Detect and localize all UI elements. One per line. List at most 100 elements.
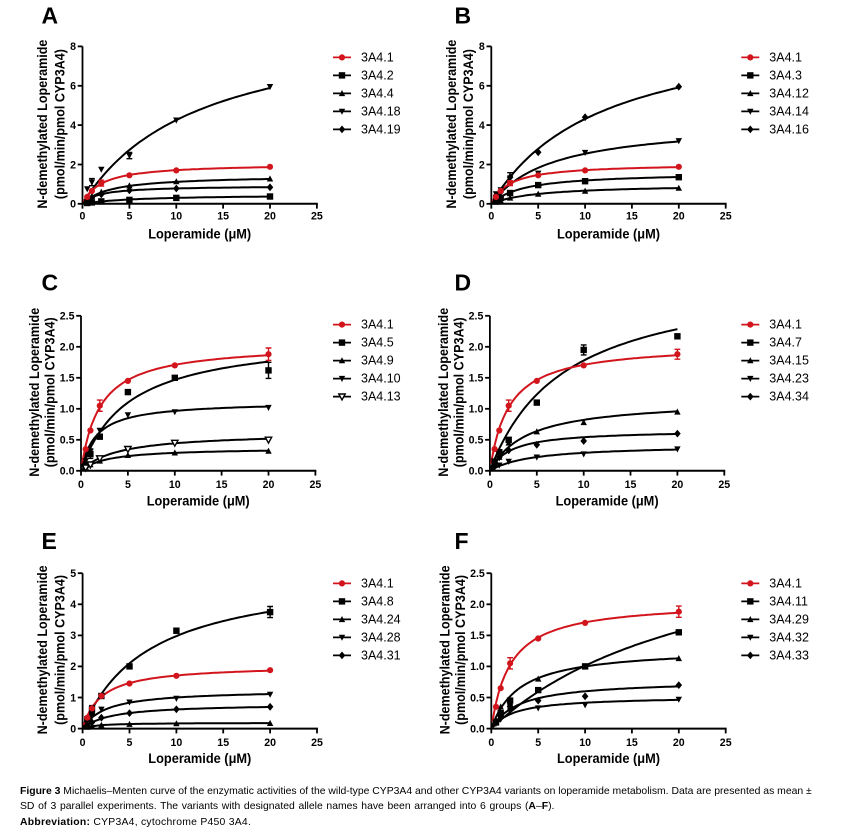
svg-text:25: 25 bbox=[310, 479, 322, 491]
svg-text:15: 15 bbox=[625, 479, 637, 491]
svg-text:3A4.13: 3A4.13 bbox=[361, 390, 401, 404]
svg-text:1.0: 1.0 bbox=[60, 404, 75, 416]
svg-text:(pmol/min/pmol CYP3A4): (pmol/min/pmol CYP3A4) bbox=[460, 49, 476, 199]
svg-text:Loperamide (μM): Loperamide (μM) bbox=[148, 750, 251, 766]
svg-text:3A4.1: 3A4.1 bbox=[769, 318, 802, 332]
svg-text:3: 3 bbox=[70, 630, 76, 642]
svg-text:Loperamide (μM): Loperamide (μM) bbox=[557, 225, 660, 241]
svg-text:N-demethylated Loperamide: N-demethylated Loperamide bbox=[34, 39, 50, 208]
svg-text:N-demethylated Loperamide: N-demethylated Loperamide bbox=[443, 39, 459, 208]
svg-text:0.5: 0.5 bbox=[470, 692, 485, 704]
svg-text:1: 1 bbox=[70, 692, 76, 704]
svg-text:3A4.12: 3A4.12 bbox=[769, 86, 809, 100]
svg-text:0: 0 bbox=[80, 737, 86, 749]
svg-text:8: 8 bbox=[70, 41, 76, 53]
svg-text:25: 25 bbox=[311, 211, 323, 223]
svg-text:0.5: 0.5 bbox=[469, 435, 484, 447]
svg-text:(pmol/min/pmol CYP3A4): (pmol/min/pmol CYP3A4) bbox=[42, 317, 58, 467]
svg-text:5: 5 bbox=[125, 479, 131, 491]
svg-text:15: 15 bbox=[217, 737, 229, 749]
svg-text:(pmol/min/pmol CYP3A4): (pmol/min/pmol CYP3A4) bbox=[51, 49, 67, 199]
svg-text:20: 20 bbox=[672, 479, 684, 491]
svg-text:N-demethylated Loperamide: N-demethylated Loperamide bbox=[26, 308, 42, 477]
svg-text:0: 0 bbox=[78, 479, 84, 491]
svg-text:Loperamide (μM): Loperamide (μM) bbox=[147, 492, 250, 508]
svg-text:15: 15 bbox=[217, 211, 229, 223]
svg-text:3A4.3: 3A4.3 bbox=[769, 68, 802, 82]
svg-text:2: 2 bbox=[70, 661, 76, 673]
svg-text:25: 25 bbox=[311, 737, 323, 749]
svg-text:0.5: 0.5 bbox=[60, 435, 75, 447]
svg-text:10: 10 bbox=[170, 211, 182, 223]
svg-text:(pmol/min/pmol CYP3A4): (pmol/min/pmol CYP3A4) bbox=[452, 575, 468, 725]
svg-text:3A4.1: 3A4.1 bbox=[361, 576, 394, 590]
svg-text:20: 20 bbox=[264, 737, 276, 749]
svg-text:5: 5 bbox=[127, 737, 133, 749]
svg-text:6: 6 bbox=[479, 81, 485, 93]
svg-text:25: 25 bbox=[718, 479, 730, 491]
svg-text:3A4.9: 3A4.9 bbox=[361, 354, 394, 368]
svg-text:20: 20 bbox=[264, 211, 276, 223]
svg-text:N-demethylated Loperamide: N-demethylated Loperamide bbox=[436, 565, 452, 734]
svg-text:6: 6 bbox=[70, 81, 76, 93]
svg-text:15: 15 bbox=[626, 211, 638, 223]
svg-text:0.0: 0.0 bbox=[469, 466, 484, 478]
svg-text:2.0: 2.0 bbox=[469, 342, 484, 354]
svg-text:3A4.1: 3A4.1 bbox=[361, 50, 394, 64]
svg-text:5: 5 bbox=[535, 737, 541, 749]
svg-text:10: 10 bbox=[578, 479, 590, 491]
svg-text:1.0: 1.0 bbox=[470, 661, 485, 673]
svg-text:(pmol/min/pmol CYP3A4): (pmol/min/pmol CYP3A4) bbox=[52, 575, 68, 725]
svg-text:10: 10 bbox=[579, 737, 591, 749]
svg-text:20: 20 bbox=[673, 211, 685, 223]
svg-text:0: 0 bbox=[479, 199, 485, 211]
svg-text:0: 0 bbox=[80, 211, 86, 223]
svg-text:3A4.31: 3A4.31 bbox=[361, 648, 401, 662]
svg-text:2: 2 bbox=[479, 159, 485, 171]
svg-text:5: 5 bbox=[70, 568, 76, 580]
svg-text:25: 25 bbox=[720, 211, 732, 223]
svg-text:2.0: 2.0 bbox=[60, 342, 75, 354]
svg-text:5: 5 bbox=[534, 479, 540, 491]
svg-text:Loperamide (μM): Loperamide (μM) bbox=[556, 492, 659, 508]
svg-text:5: 5 bbox=[126, 211, 132, 223]
svg-text:20: 20 bbox=[673, 737, 685, 749]
svg-text:3A4.24: 3A4.24 bbox=[361, 612, 401, 626]
svg-text:10: 10 bbox=[169, 479, 181, 491]
svg-text:10: 10 bbox=[171, 737, 183, 749]
svg-text:3A4.10: 3A4.10 bbox=[361, 372, 401, 386]
svg-text:3A4.5: 3A4.5 bbox=[361, 336, 394, 350]
svg-text:3A4.8: 3A4.8 bbox=[361, 594, 394, 608]
svg-text:3A4.14: 3A4.14 bbox=[769, 104, 809, 118]
svg-text:3A4.16: 3A4.16 bbox=[769, 122, 809, 136]
svg-text:(pmol/min/pmol CYP3A4): (pmol/min/pmol CYP3A4) bbox=[450, 317, 466, 467]
svg-text:2.0: 2.0 bbox=[470, 599, 485, 611]
svg-text:1.5: 1.5 bbox=[470, 630, 485, 642]
svg-text:3A4.28: 3A4.28 bbox=[361, 630, 401, 644]
svg-text:4: 4 bbox=[70, 120, 76, 132]
svg-text:10: 10 bbox=[579, 211, 591, 223]
svg-text:0: 0 bbox=[488, 737, 494, 749]
svg-text:3A4.11: 3A4.11 bbox=[769, 594, 808, 608]
svg-text:2.5: 2.5 bbox=[60, 311, 75, 323]
svg-text:C: C bbox=[42, 269, 59, 295]
svg-text:15: 15 bbox=[626, 737, 638, 749]
svg-text:3A4.33: 3A4.33 bbox=[769, 648, 809, 662]
svg-text:D: D bbox=[455, 269, 472, 295]
svg-text:3A4.32: 3A4.32 bbox=[769, 630, 809, 644]
svg-text:1.5: 1.5 bbox=[60, 373, 75, 385]
svg-text:3A4.1: 3A4.1 bbox=[769, 576, 802, 590]
svg-text:3A4.15: 3A4.15 bbox=[769, 354, 809, 368]
svg-text:0: 0 bbox=[488, 211, 494, 223]
svg-text:0.0: 0.0 bbox=[60, 466, 75, 478]
svg-text:A: A bbox=[42, 2, 59, 28]
svg-text:25: 25 bbox=[720, 737, 732, 749]
svg-text:0: 0 bbox=[70, 723, 76, 735]
svg-text:0.0: 0.0 bbox=[470, 723, 485, 735]
svg-text:4: 4 bbox=[479, 120, 485, 132]
svg-text:1.5: 1.5 bbox=[469, 373, 484, 385]
svg-text:4: 4 bbox=[70, 599, 76, 611]
svg-text:3A4.7: 3A4.7 bbox=[769, 336, 802, 350]
svg-text:2.5: 2.5 bbox=[469, 311, 484, 323]
svg-text:8: 8 bbox=[479, 41, 485, 53]
